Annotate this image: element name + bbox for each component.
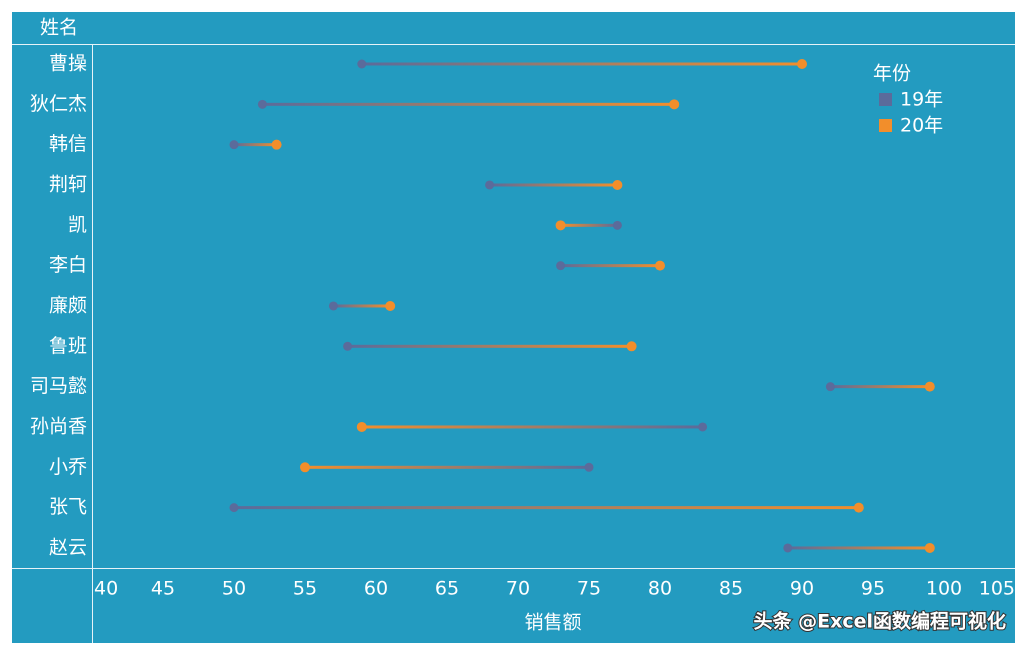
connector [361,425,703,429]
y-tick-label: 狄仁杰 [30,93,87,115]
connector [560,223,618,227]
x-axis-title: 销售额 [524,612,581,634]
y-tick-label: 凯 [68,214,87,236]
connector [361,62,802,66]
legend-title: 年份 [873,63,911,85]
x-tick-label: 40 [94,578,118,600]
dot-20 [853,502,864,513]
x-tick-label: 50 [222,578,246,600]
x-tick-label: 105 [979,578,1015,600]
x-tick-label: 95 [861,578,885,600]
y-tick-label: 司马懿 [30,375,87,397]
dot-19 [485,180,495,190]
dot-19 [328,301,338,311]
dot-19 [229,140,239,150]
dot-20 [385,300,396,311]
dot-19 [825,382,835,392]
x-tick-label: 55 [293,578,317,600]
connector [489,183,618,187]
y-tick-label: 荆轲 [49,173,87,195]
x-tick-label: 60 [364,578,388,600]
y-tick-label: 鲁班 [49,335,87,357]
y-tick-label: 孙尚香 [30,415,87,437]
connector [234,143,277,147]
x-tick-label: 90 [790,578,814,600]
legend-label: 20年 [900,115,943,137]
connector [333,304,391,308]
watermark: 头条 @Excel函数编程可视化 [753,610,1006,633]
dot-20 [924,381,935,392]
dot-19 [343,341,353,351]
dot-20 [626,341,637,352]
legend-label: 19年 [900,89,943,111]
dot-20 [555,220,566,231]
dot-19 [556,261,566,271]
dot-19 [698,422,708,432]
connector [347,344,632,348]
connector [830,385,930,389]
x-tick-label: 75 [577,578,601,600]
connector [787,546,930,550]
dot-20 [924,542,935,553]
dot-19 [257,99,267,109]
y-tick-label: 赵云 [49,536,87,558]
connector [305,465,589,469]
legend-swatch [879,93,892,106]
x-tick-label: 85 [719,578,743,600]
dot-20 [612,179,623,190]
y-tick-label: 曹操 [49,53,87,75]
dot-19 [357,59,367,69]
dot-20 [669,99,680,110]
y-tick-label: 张飞 [49,496,87,518]
dot-19 [584,462,594,472]
x-tick-label: 45 [151,578,175,600]
dot-19 [229,503,239,513]
x-tick-label: 70 [506,578,530,600]
x-tick-label: 100 [926,578,962,600]
panel [12,12,1015,643]
x-tick-label: 65 [435,578,459,600]
dot-19 [612,220,622,230]
dot-20 [300,462,310,473]
y-tick-label: 韩信 [49,133,87,155]
dot-20 [797,59,807,69]
y-tick-label: 李白 [49,254,87,276]
dot-19 [783,543,793,553]
y-axis-title: 姓名 [40,17,78,39]
dot-20 [271,139,282,150]
dot-20 [655,260,665,271]
x-tick-label: 80 [648,578,672,600]
connector [560,264,660,268]
connector [262,102,675,106]
y-tick-label: 小乔 [49,456,87,478]
dot-20 [356,421,367,432]
legend-swatch [879,119,892,132]
y-tick-label: 廉颇 [49,294,87,316]
connector [234,506,859,510]
